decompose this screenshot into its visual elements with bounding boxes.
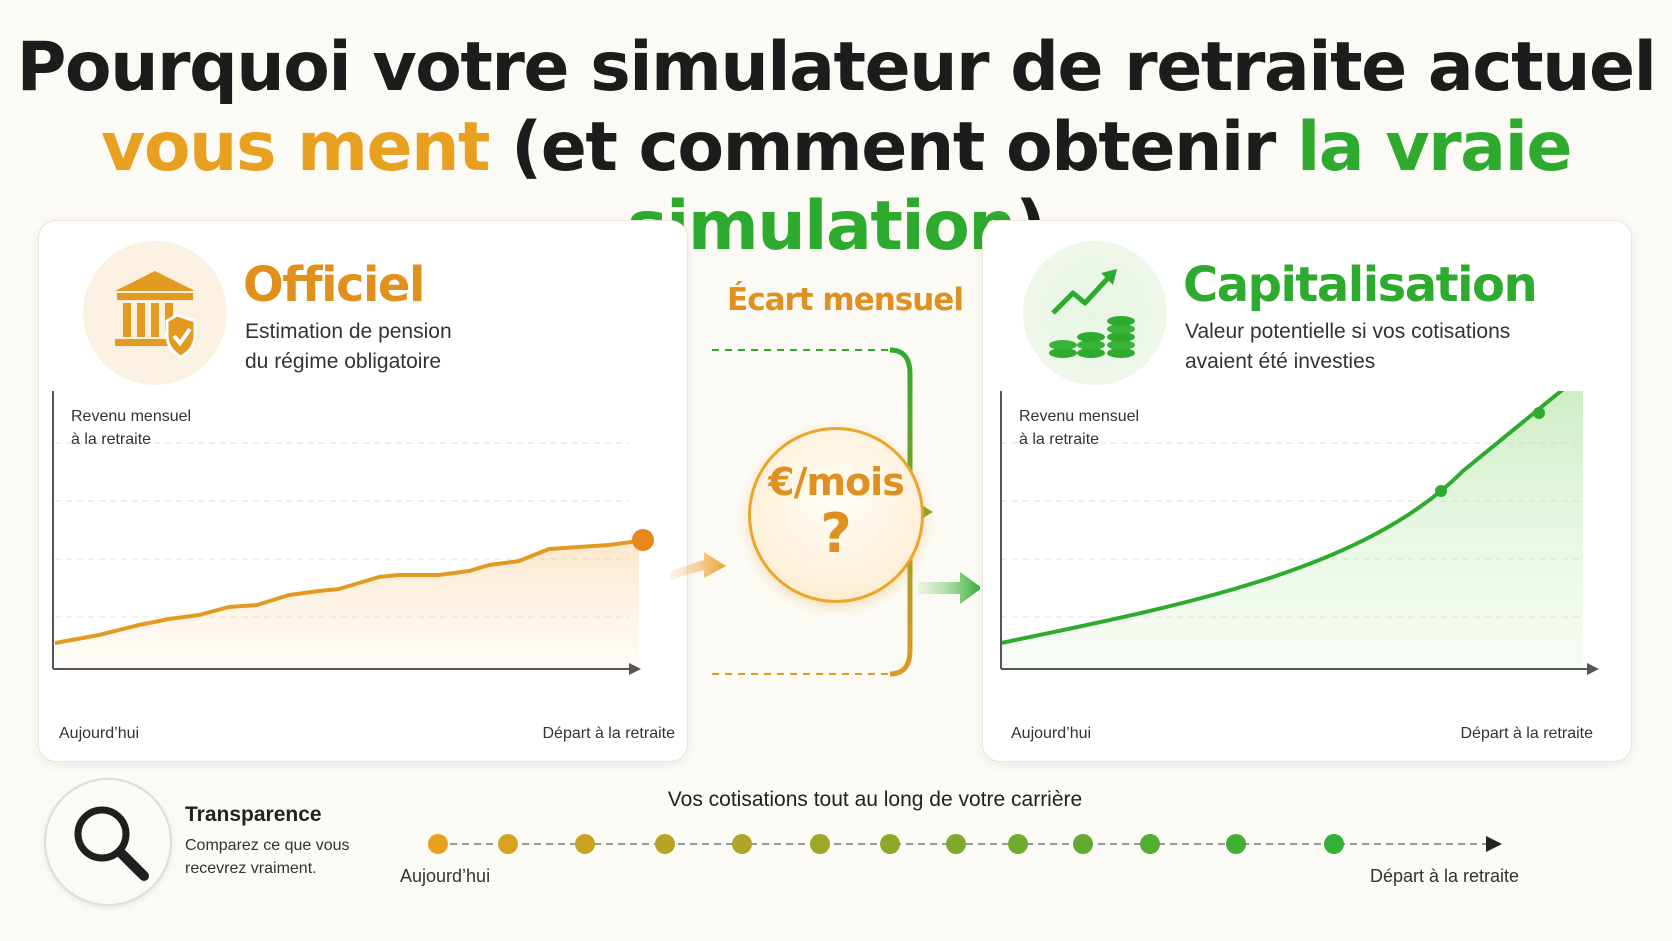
coin-euro-per-month: €/mois <box>768 460 905 504</box>
x-axis-arrow <box>1587 663 1599 675</box>
capitalisation-chart <box>1000 391 1599 675</box>
capitalisation-y-label-line2: à la retraite <box>1019 431 1100 448</box>
official-x-start: Aujourd’hui <box>59 725 140 742</box>
timeline-dot <box>732 834 752 854</box>
official-end-point <box>632 529 654 551</box>
title-middle-text: (et comment obtenir <box>489 108 1297 187</box>
magnifier-icon <box>44 778 172 906</box>
timeline-dot <box>655 834 675 854</box>
green-arrow <box>918 572 980 604</box>
official-x-end: Départ à la retraite <box>542 725 675 742</box>
timeline-dot <box>428 834 448 854</box>
timeline-start-label: Aujourd’hui <box>400 866 491 886</box>
official-subtitle: Estimation de pension du régime obligato… <box>245 317 665 377</box>
official-line <box>54 539 640 645</box>
capitalisation-y-label-line1: Revenu mensuel <box>1019 408 1140 425</box>
title-highlight-orange: vous ment <box>101 108 491 187</box>
timeline-end-label: Départ à la retraite <box>1370 866 1520 886</box>
transparency-subtitle: Comparez ce que vous recevrez vraiment. <box>185 834 385 880</box>
official-y-label-line1: Revenu mensuel <box>71 408 192 425</box>
transparency-subtitle-line1: Comparez ce que vous <box>185 837 350 854</box>
official-subtitle-line1: Estimation de pension <box>245 320 452 343</box>
transparency-subtitle-line2: recevrez vraiment. <box>185 860 317 877</box>
orange-arrow <box>670 552 726 580</box>
capitalisation-point <box>1533 407 1545 419</box>
timeline-title: Vos cotisations tout au long de votre ca… <box>667 788 1083 811</box>
growth-coins-icon <box>1023 241 1167 385</box>
timeline-dot <box>1140 834 1160 854</box>
capitalisation-card: Capitalisation Valeur potentielle si vos… <box>982 220 1632 762</box>
official-chart <box>52 391 654 675</box>
timeline-dot <box>1226 834 1246 854</box>
gap-title: Écart mensuel <box>727 282 964 318</box>
timeline-dot <box>1324 834 1344 854</box>
timeline-dot <box>498 834 518 854</box>
timeline-dot <box>880 834 900 854</box>
monthly-gap-coin: €/mois ? <box>748 427 924 603</box>
capitalisation-line <box>1000 391 1565 645</box>
capitalisation-title: Capitalisation <box>1183 257 1538 313</box>
career-timeline <box>428 834 1502 854</box>
timeline-dot <box>946 834 966 854</box>
main-title-line1: Pourquoi votre simulateur de retraite ac… <box>16 28 1657 107</box>
timeline-dot <box>810 834 830 854</box>
capitalisation-y-label: Revenu mensuel à la retraite <box>1019 405 1139 451</box>
official-y-label-line2: à la retraite <box>71 431 152 448</box>
official-y-label: Revenu mensuel à la retraite <box>71 405 191 451</box>
timeline-dot <box>1073 834 1093 854</box>
capitalisation-subtitle: Valeur potentielle si vos cotisations av… <box>1185 317 1605 377</box>
capitalisation-x-end: Départ à la retraite <box>1460 725 1593 742</box>
capitalisation-area <box>1001 391 1583 669</box>
gap-curly-brace <box>889 347 934 677</box>
capitalisation-point <box>1435 485 1447 497</box>
title-highlight-green: la vraie simulation <box>627 108 1572 266</box>
capitalisation-x-start: Aujourd’hui <box>1011 725 1092 742</box>
official-card: Officiel Estimation de pension du régime… <box>38 220 688 762</box>
timeline-dot <box>575 834 595 854</box>
gap-brace <box>670 347 980 677</box>
transparency-title: Transparence <box>185 803 322 826</box>
capitalisation-subtitle-line1: Valeur potentielle si vos cotisations <box>1185 320 1511 343</box>
official-subtitle-line2: du régime obligatoire <box>245 350 442 373</box>
x-axis-arrow <box>629 663 641 675</box>
coin-question-mark: ? <box>820 502 852 565</box>
capitalisation-subtitle-line2: avaient été investies <box>1185 350 1376 373</box>
timeline-dot <box>1008 834 1028 854</box>
official-title: Officiel <box>243 257 425 313</box>
official-area <box>55 541 639 669</box>
bank-shield-icon <box>83 241 227 385</box>
timeline-arrow <box>1486 836 1502 852</box>
